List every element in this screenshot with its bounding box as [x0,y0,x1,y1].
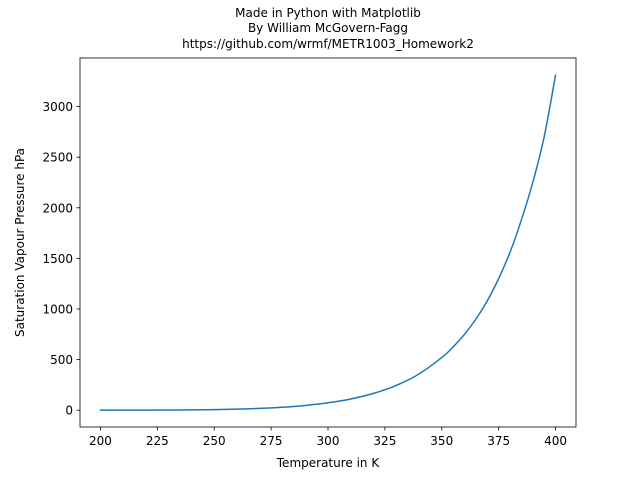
y-tick-label: 2500 [42,151,73,165]
y-axis-label: Saturation Vapour Pressure hPa [13,148,27,337]
x-tick-label: 375 [487,434,510,448]
x-tick-label: 250 [203,434,226,448]
y-tick-label: 3000 [42,100,73,114]
plot-area [80,58,576,427]
title-line-1: Made in Python with Matplotlib [235,6,421,20]
x-tick-label: 350 [430,434,453,448]
x-tick-label: 300 [317,434,340,448]
title-line-2: By William McGovern-Fagg [248,21,408,35]
x-axis-ticks: 200 225 250 275 300 325 350 375 400 [89,427,567,448]
x-tick-label: 400 [544,434,567,448]
x-tick-label: 225 [146,434,169,448]
y-axis-ticks: 0 500 1000 1500 2000 2500 3000 [42,100,80,418]
y-tick-label: 2000 [42,201,73,215]
title-line-3: https://github.com/wrmf/METR1003_Homewor… [182,37,474,51]
x-tick-label: 275 [260,434,283,448]
y-tick-label: 1500 [42,252,73,266]
series-line [99,74,557,411]
x-tick-label: 200 [89,434,112,448]
x-axis-label: Temperature in K [276,456,381,470]
x-tick-label: 325 [373,434,396,448]
chart-title: Made in Python with Matplotlib By Willia… [182,6,474,51]
y-tick-label: 0 [65,404,73,418]
axes-frame [79,57,577,428]
y-tick-label: 500 [50,353,73,367]
y-tick-label: 1000 [42,302,73,316]
